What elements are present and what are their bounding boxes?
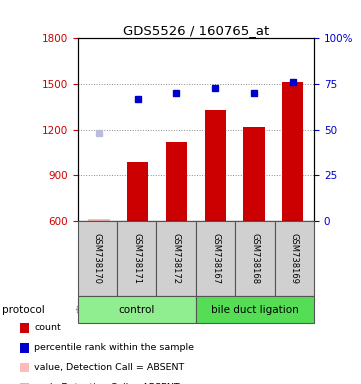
Bar bbox=[88, 219, 110, 221]
Text: bile duct ligation: bile duct ligation bbox=[211, 305, 299, 314]
Text: GSM738169: GSM738169 bbox=[290, 233, 299, 284]
Text: GSM738172: GSM738172 bbox=[171, 233, 180, 284]
Text: count: count bbox=[34, 323, 61, 332]
Text: percentile rank within the sample: percentile rank within the sample bbox=[34, 343, 194, 352]
Text: rank, Detection Call = ABSENT: rank, Detection Call = ABSENT bbox=[34, 383, 180, 384]
Title: GDS5526 / 160765_at: GDS5526 / 160765_at bbox=[123, 24, 269, 37]
Text: control: control bbox=[118, 305, 155, 314]
Text: GSM738168: GSM738168 bbox=[251, 233, 260, 284]
Text: GSM738171: GSM738171 bbox=[132, 233, 141, 284]
Bar bbox=[127, 162, 148, 221]
Text: GSM738167: GSM738167 bbox=[211, 233, 220, 284]
Bar bbox=[205, 110, 226, 221]
Bar bbox=[166, 142, 187, 221]
Bar bbox=[282, 82, 303, 221]
Bar bbox=[243, 127, 265, 221]
Text: protocol: protocol bbox=[2, 305, 44, 314]
Text: value, Detection Call = ABSENT: value, Detection Call = ABSENT bbox=[34, 363, 184, 372]
Text: GSM738170: GSM738170 bbox=[93, 233, 102, 284]
